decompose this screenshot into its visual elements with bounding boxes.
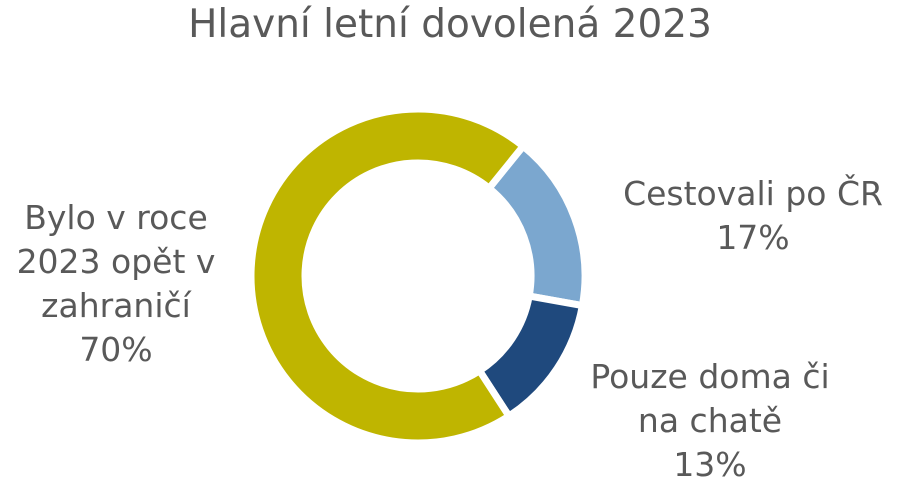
donut-slice-2	[247, 105, 529, 447]
slice-1-value: 13%	[673, 445, 747, 484]
label-slice-1: Pouze doma či na chatě 13%	[570, 355, 850, 487]
slice-0-value: 17%	[716, 218, 790, 257]
chart-title: Hlavní letní dovolená 2023	[188, 2, 712, 47]
slice-1-name: Pouze doma či na chatě	[590, 357, 830, 440]
slice-0-name: Cestovali po ČR	[623, 174, 883, 213]
slice-2-name: Bylo v roce 2023 opět v zahraničí	[16, 198, 216, 325]
slice-2-value: 70%	[79, 330, 153, 369]
label-slice-0: Cestovali po ČR 17%	[598, 172, 900, 260]
label-slice-2: Bylo v roce 2023 opět v zahraničí 70%	[0, 196, 232, 372]
